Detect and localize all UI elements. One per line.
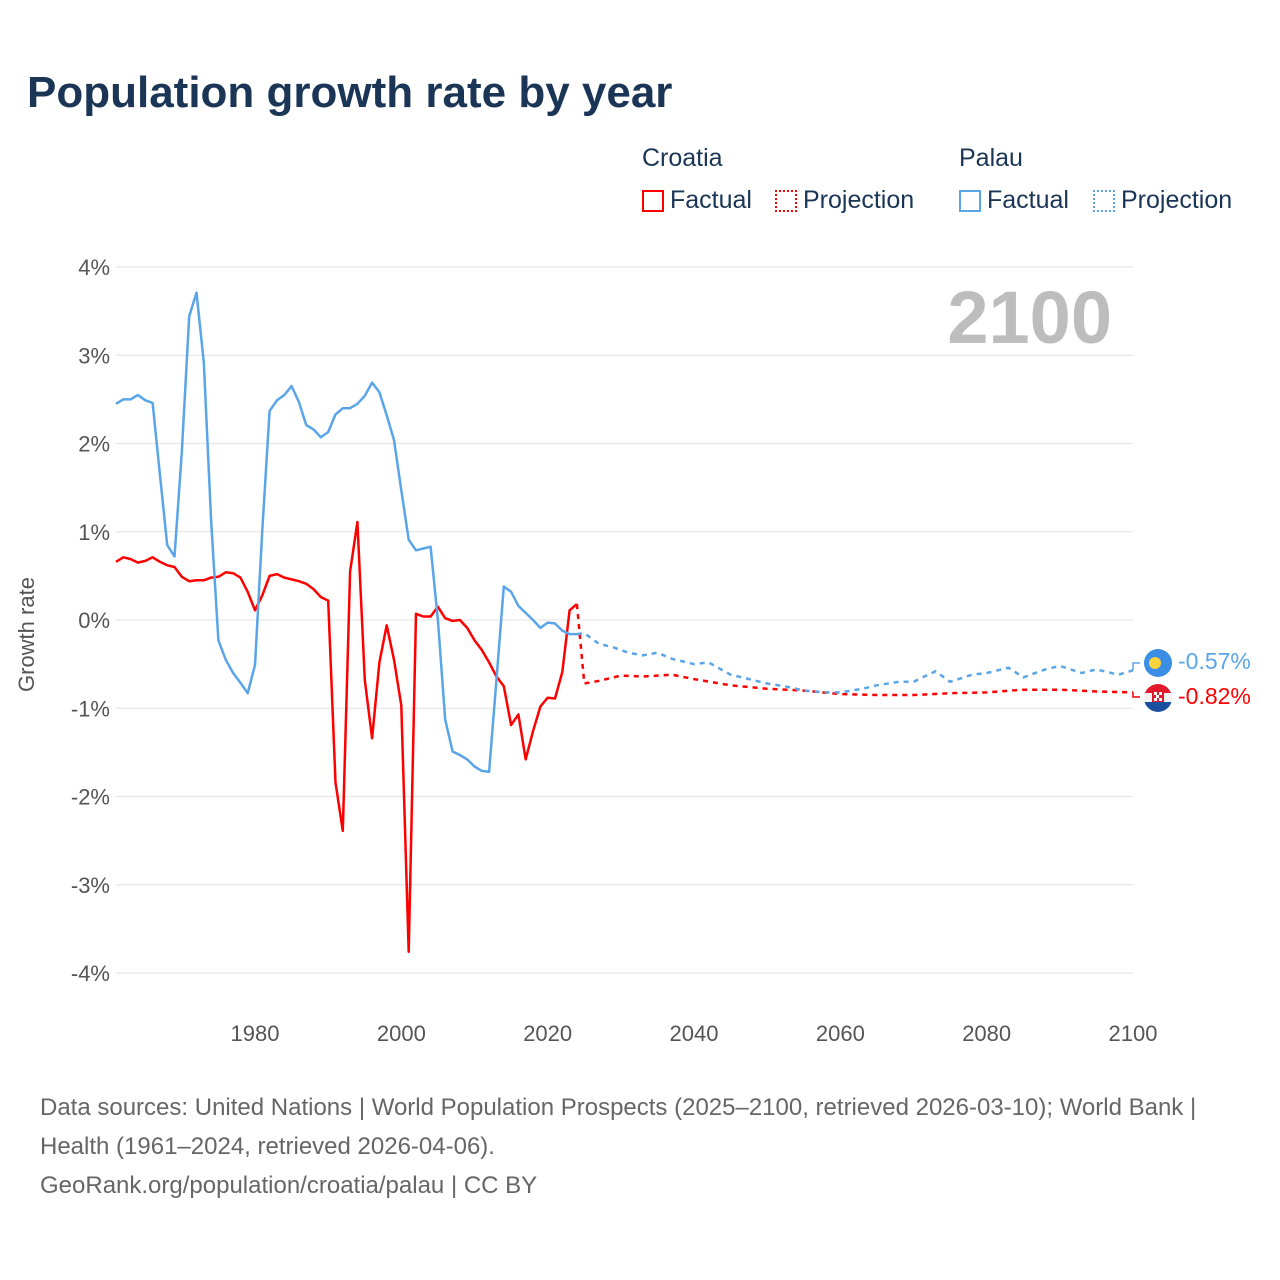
line-palau-projection xyxy=(576,631,1134,694)
data-sources: Data sources: United Nations | World Pop… xyxy=(40,1094,1197,1160)
y-tick-label: -2% xyxy=(71,785,110,810)
y-axis-label: Growth rate xyxy=(14,577,39,692)
connector-palau xyxy=(1132,662,1140,671)
x-tick-label: 2000 xyxy=(377,1021,426,1046)
croatia-flag-icon xyxy=(1144,684,1172,712)
y-tick-label: 2% xyxy=(78,432,110,457)
y-tick-label: -1% xyxy=(71,696,110,721)
end-label-palau: -0.57% xyxy=(1178,648,1251,674)
legend-palau-factual[interactable]: Factual xyxy=(959,186,1069,215)
y-tick-label: 0% xyxy=(78,608,110,633)
end-label-croatia: -0.82% xyxy=(1178,683,1251,709)
x-tick-label: 2020 xyxy=(523,1021,572,1046)
y-tick-label: 4% xyxy=(78,255,110,280)
x-tick-label: 2100 xyxy=(1109,1021,1158,1046)
x-tick-label: 2040 xyxy=(670,1021,719,1046)
legend-swatch-dotted xyxy=(1093,189,1115,212)
legend-label: Projection xyxy=(1121,186,1233,214)
legend-swatch-dotted xyxy=(775,189,797,212)
y-tick-label: -3% xyxy=(71,873,110,898)
x-tick-label: 2060 xyxy=(816,1021,865,1046)
legend-swatch-solid xyxy=(642,189,664,212)
y-tick-label: 1% xyxy=(78,520,110,545)
legend-group-palau: Palau xyxy=(959,144,1023,172)
legend-croatia-projection[interactable]: Projection xyxy=(775,186,914,215)
legend-label: Factual xyxy=(670,186,752,214)
y-tick-label: -4% xyxy=(71,961,110,986)
year-watermark: 2100 xyxy=(947,276,1112,359)
y-tick-label: 3% xyxy=(78,343,110,368)
line-palau-factual xyxy=(115,291,577,774)
x-tick-label: 2080 xyxy=(962,1021,1011,1046)
legend-label: Projection xyxy=(803,186,915,214)
legend-croatia-factual[interactable]: Factual xyxy=(642,186,752,215)
footer: Data sources: United Nations | World Pop… xyxy=(40,1088,1240,1205)
line-croatia-projection xyxy=(575,603,1134,697)
connector-croatia xyxy=(1132,692,1140,698)
legend-label: Factual xyxy=(987,186,1069,214)
credit-link[interactable]: GeoRank.org/population/croatia/palau | C… xyxy=(40,1172,538,1199)
line-croatia-factual xyxy=(115,520,578,954)
palau-flag-moon xyxy=(1149,657,1161,669)
legend-palau-projection[interactable]: Projection xyxy=(1093,186,1232,215)
legend-swatch-solid xyxy=(959,189,981,212)
x-tick-label: 1980 xyxy=(231,1021,280,1046)
chart-title: Population growth rate by year xyxy=(27,68,673,117)
legend-group-croatia: Croatia xyxy=(642,144,723,172)
